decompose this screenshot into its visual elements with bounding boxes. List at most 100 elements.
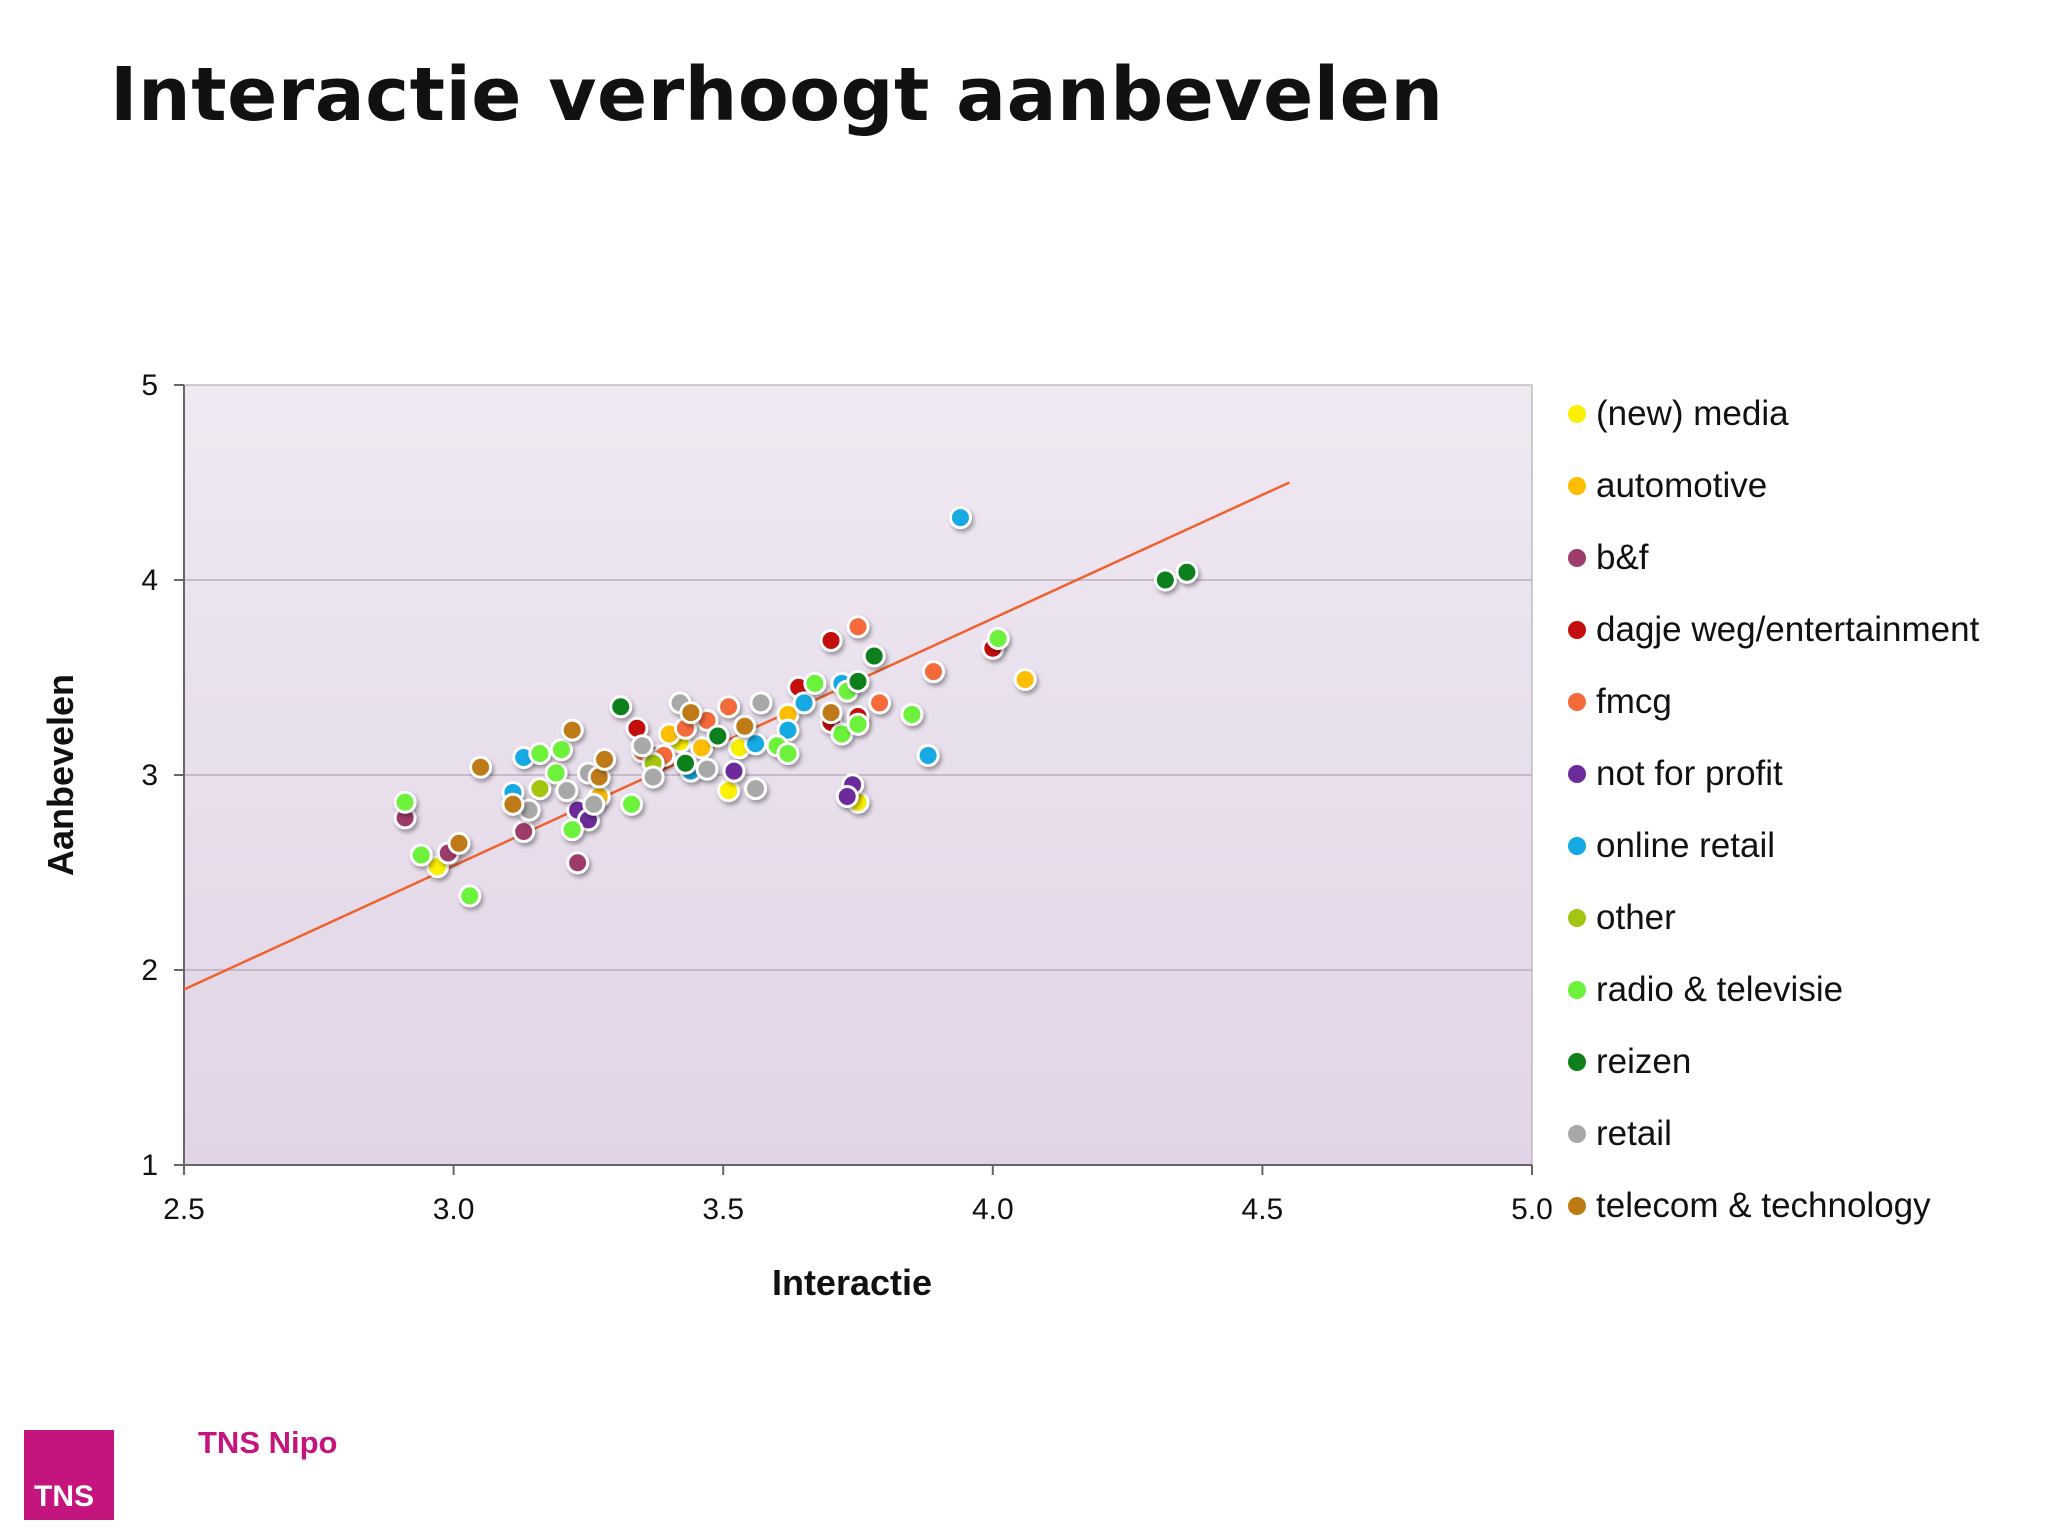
legend-marker xyxy=(1568,981,1586,999)
x-tick-label: 4.0 xyxy=(972,1193,1014,1226)
data-point-b-f xyxy=(512,820,536,844)
data-point-b-f xyxy=(566,851,590,875)
legend-label: (new) media xyxy=(1596,394,1789,433)
data-point-reizen xyxy=(1153,568,1177,592)
trend-line xyxy=(183,481,1290,991)
data-point-telecom-technology xyxy=(733,714,757,738)
data-point-telecom-technology xyxy=(679,701,703,725)
y-axis-title: Aanbevelen xyxy=(40,674,81,876)
x-tick-label: 2.5 xyxy=(163,1193,205,1226)
legend-item: retail xyxy=(1568,1098,1979,1170)
legend-label: fmcg xyxy=(1596,682,1672,721)
legend-marker xyxy=(1568,621,1586,639)
data-points xyxy=(393,506,1199,908)
data-point-radio-televisie xyxy=(458,884,482,908)
y-tick-label: 5 xyxy=(141,369,158,402)
data-point-fmcg xyxy=(921,660,945,684)
legend-label: dagje weg/entertainment xyxy=(1596,610,1980,649)
legend-label: b&f xyxy=(1596,538,1649,577)
data-point-online-retail xyxy=(948,506,972,530)
data-point-automotive xyxy=(690,736,714,760)
data-point-telecom-technology xyxy=(819,701,843,725)
data-point-reizen xyxy=(706,724,730,748)
legend-item: automotive xyxy=(1568,450,1979,522)
data-point-telecom-technology xyxy=(469,755,493,779)
x-tick-label: 3.0 xyxy=(433,1193,475,1226)
legend-marker xyxy=(1568,405,1586,423)
data-point-radio-televisie xyxy=(549,738,573,762)
data-point-radio-televisie xyxy=(846,712,870,736)
data-point-fmcg xyxy=(846,615,870,639)
data-point-retail xyxy=(744,777,768,801)
data-point-telecom-technology xyxy=(593,747,617,771)
legend-item: (new) media xyxy=(1568,378,1979,450)
data-point-radio-televisie xyxy=(830,722,854,746)
legend-marker xyxy=(1568,909,1586,927)
data-point-automotive xyxy=(1013,667,1037,691)
x-tick-label: 3.5 xyxy=(702,1193,744,1226)
legend-label: other xyxy=(1596,898,1676,937)
legend-item: reizen xyxy=(1568,1026,1979,1098)
data-point-radio-televisie xyxy=(409,843,433,867)
data-point-online-retail xyxy=(792,691,816,715)
chart-legend: (new) media automotive b&f dagje weg/entert… xyxy=(1568,378,1979,1242)
legend-marker xyxy=(1568,837,1586,855)
data-point-reizen xyxy=(609,695,633,719)
data-point-radio-televisie xyxy=(544,761,568,785)
data-point-other xyxy=(528,777,552,801)
data-point-radio-televisie xyxy=(528,742,552,766)
data-point-fmcg xyxy=(868,691,892,715)
legend-item: not for profit xyxy=(1568,738,1979,810)
axes xyxy=(174,384,1533,1175)
data-point-telecom-technology xyxy=(501,792,525,816)
legend-item: other xyxy=(1568,882,1979,954)
y-tick-labels: 1 2 3 4 5 xyxy=(141,369,158,1182)
legend-marker xyxy=(1568,1197,1586,1215)
legend-marker xyxy=(1568,765,1586,783)
data-point-radio-televisie xyxy=(803,671,827,695)
data-point-retail xyxy=(630,734,654,758)
x-tick-label: 4.5 xyxy=(1242,1193,1284,1226)
y-tick-label: 2 xyxy=(141,954,158,987)
x-tick-labels: 2.5 3.0 3.5 4.0 4.5 5.0 xyxy=(163,1193,1553,1226)
data-point-radio-televisie xyxy=(620,792,644,816)
y-tick-label: 1 xyxy=(141,1149,158,1182)
legend-marker xyxy=(1568,693,1586,711)
legend-label: automotive xyxy=(1596,466,1768,505)
data-point-radio-televisie xyxy=(776,742,800,766)
y-tick-label: 3 xyxy=(141,759,158,792)
data-point-new-media xyxy=(717,779,741,803)
data-point-radio-televisie xyxy=(986,627,1010,650)
data-point-online-retail xyxy=(916,744,940,767)
data-point-reizen xyxy=(673,751,697,775)
legend-item: dagje weg/entertainment xyxy=(1568,594,1979,666)
trendline xyxy=(183,481,1290,991)
legend-item: radio & televisie xyxy=(1568,954,1979,1026)
legend-marker xyxy=(1568,1125,1586,1143)
data-point-reizen xyxy=(846,669,870,693)
x-axis-title: Interactie xyxy=(772,1262,932,1303)
data-point-telecom-technology xyxy=(560,718,584,742)
slide-title: Interactie verhoogt aanbevelen xyxy=(110,52,1444,138)
legend-marker xyxy=(1568,1053,1586,1071)
y-tick-label: 4 xyxy=(141,564,158,597)
data-point-telecom-technology xyxy=(447,831,471,855)
legend-label: reizen xyxy=(1596,1042,1692,1081)
legend-label: retail xyxy=(1596,1114,1672,1153)
data-point-retail xyxy=(695,757,719,781)
x-tick-label: 5.0 xyxy=(1511,1193,1553,1226)
data-point-not-for-profit xyxy=(835,784,859,808)
data-point-fmcg xyxy=(717,695,741,719)
data-point-radio-televisie xyxy=(900,703,924,727)
legend-item: telecom & technology xyxy=(1568,1170,1979,1242)
legend-label: online retail xyxy=(1596,826,1775,865)
data-point-retail xyxy=(641,765,665,789)
data-point-radio-televisie xyxy=(560,818,584,842)
data-point-retail xyxy=(555,779,579,803)
legend-item: online retail xyxy=(1568,810,1979,882)
data-point-dagje-weg-entertainment xyxy=(819,628,843,652)
legend-marker xyxy=(1568,549,1586,567)
brand-name: TNS Nipo xyxy=(198,1425,338,1460)
data-point-online-retail xyxy=(744,732,768,756)
